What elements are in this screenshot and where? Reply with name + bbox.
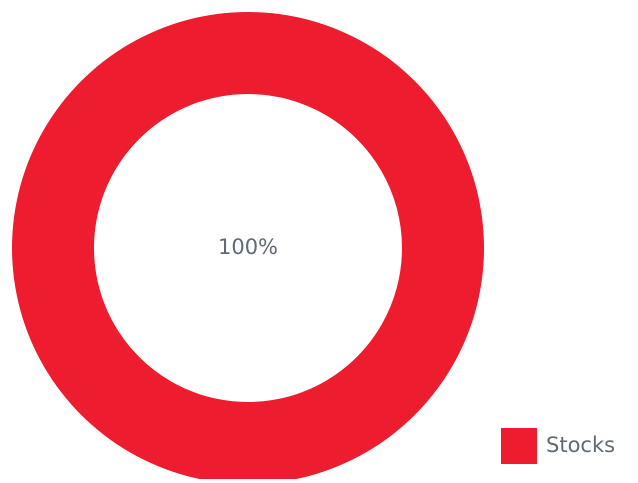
legend-label: Stocks: [546, 433, 615, 457]
legend-swatch: [501, 428, 537, 464]
center-label: 100%: [218, 235, 278, 259]
donut-segment: [12, 12, 484, 483]
